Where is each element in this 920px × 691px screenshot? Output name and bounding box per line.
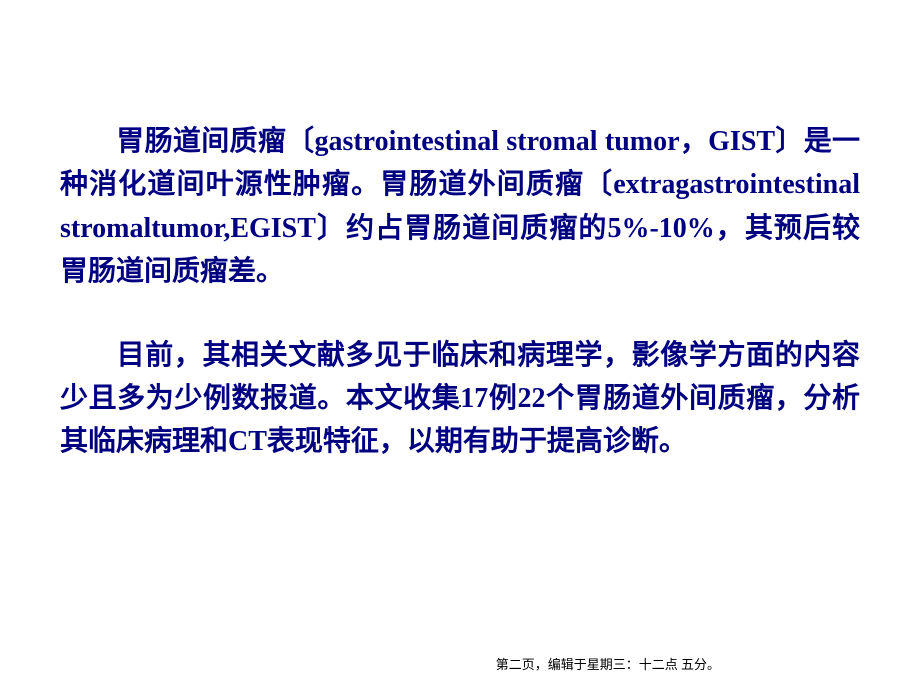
center-dot: · — [457, 396, 463, 417]
paragraph-1-text: 胃肠道间质瘤〔gastrointestinal stromal tumor，GI… — [60, 126, 860, 287]
paragraph-1: 胃肠道间质瘤〔gastrointestinal stromal tumor，GI… — [60, 120, 860, 294]
slide-footer: 第二页，编辑于星期三：十二点 五分。 — [496, 654, 720, 673]
slide-content: 胃肠道间质瘤〔gastrointestinal stromal tumor，GI… — [0, 0, 920, 691]
